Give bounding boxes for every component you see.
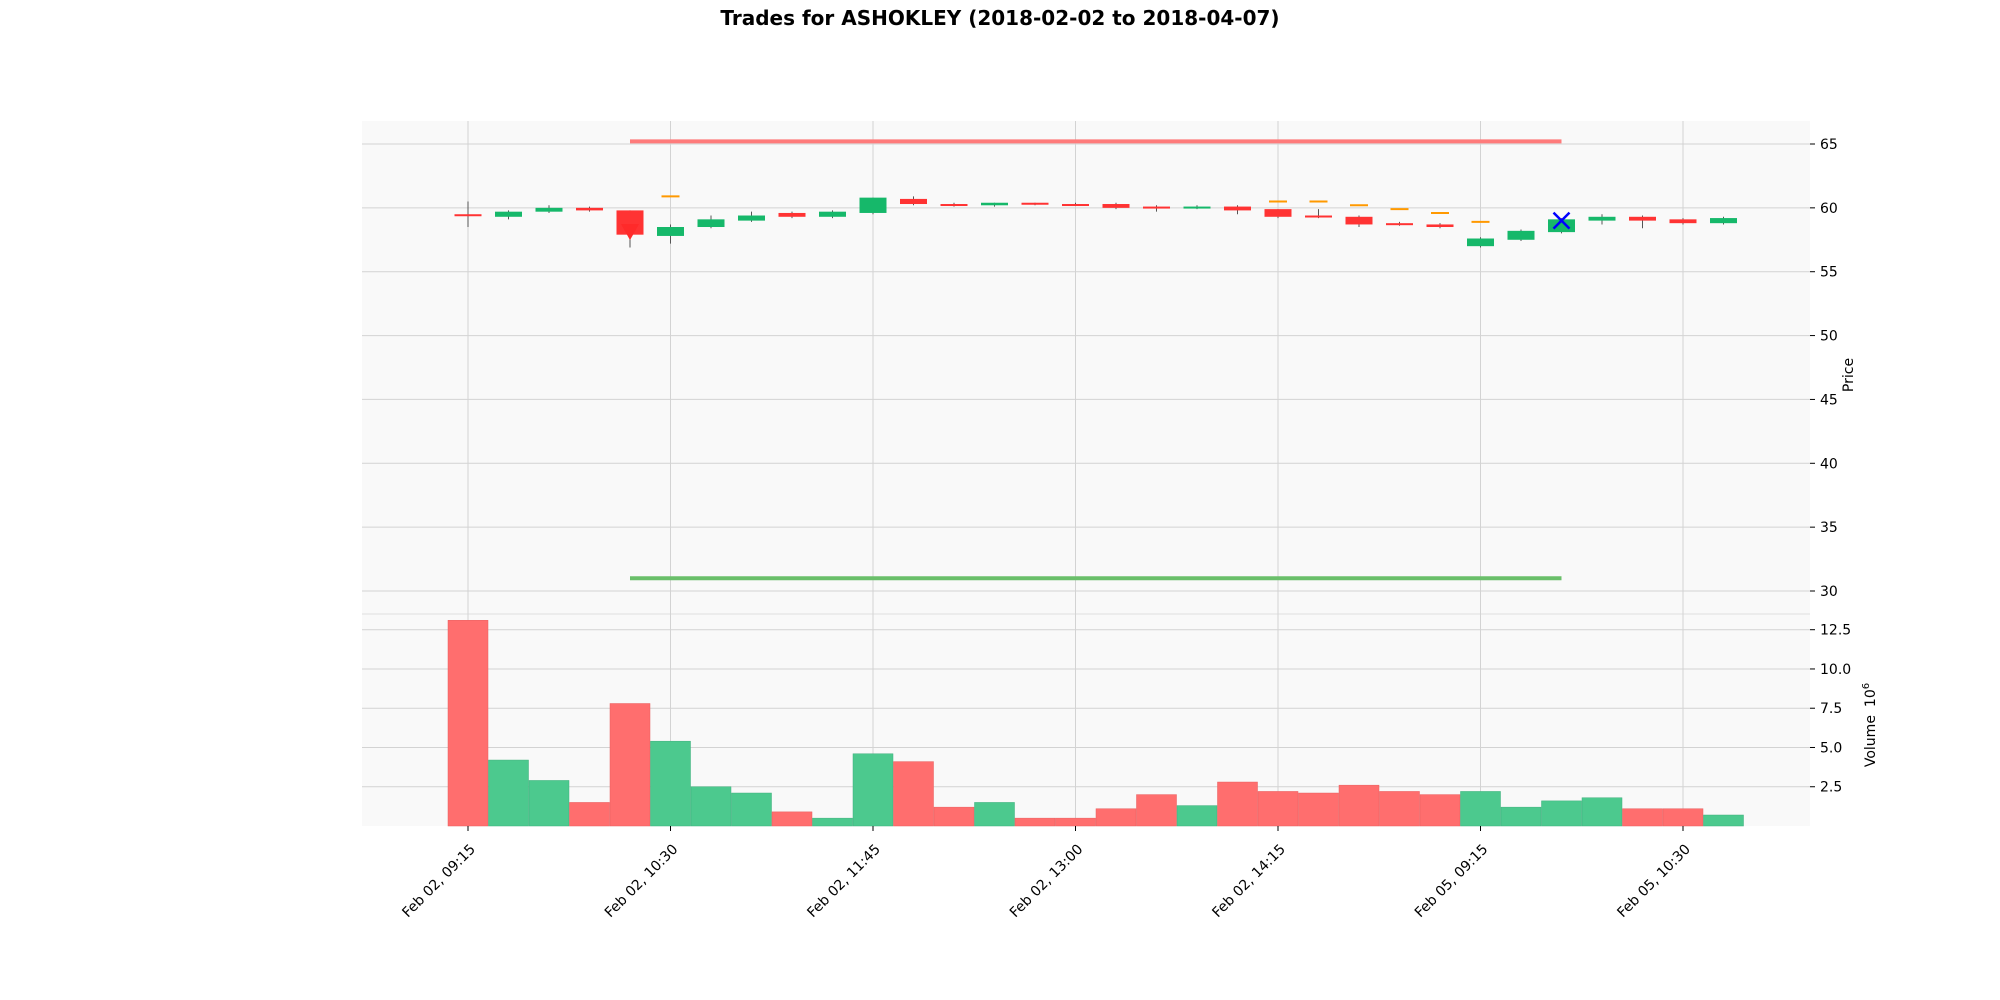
volume-bar <box>731 792 772 827</box>
exit-marker <box>1552 211 1571 230</box>
horizontal-lines <box>630 139 1562 581</box>
candle-body <box>1264 209 1292 217</box>
volume-bar <box>1055 817 1096 827</box>
price-tick-label: 40 <box>1820 456 1838 472</box>
candle-body <box>1224 206 1251 211</box>
volume-bar <box>1419 794 1461 827</box>
volume-tick-label: 2.5 <box>1820 780 1842 796</box>
candle-body <box>1386 223 1413 226</box>
volume-panel-background <box>362 614 1810 826</box>
volume-exponent-base: 10 <box>1863 689 1879 707</box>
volume-bar <box>933 806 975 827</box>
candle-body <box>1629 216 1656 221</box>
candle-body <box>535 207 563 212</box>
candle-body <box>738 215 765 221</box>
volume-tick-label: 7.5 <box>1820 701 1842 717</box>
price-tick-label: 55 <box>1820 265 1838 281</box>
volume-bar <box>1338 784 1380 827</box>
volume-bar <box>1622 808 1663 827</box>
volume-bar <box>488 759 529 827</box>
volume-bar <box>812 817 853 827</box>
volume-bar <box>1379 791 1420 827</box>
x-tick-label: Feb 02, 09:15 <box>399 842 478 921</box>
volume-bar <box>690 786 732 827</box>
x-tick-label: Feb 02, 10:30 <box>602 842 681 921</box>
price-tick-label: 30 <box>1820 584 1838 600</box>
x-tick-label: Feb 05, 10:30 <box>1614 842 1693 921</box>
volume-bar <box>1662 808 1704 827</box>
sell-marker <box>621 224 639 241</box>
volume-bar <box>650 740 691 827</box>
x-tick-label: Feb 02, 14:15 <box>1209 842 1288 921</box>
candle-body <box>576 207 603 211</box>
candle-body <box>819 211 846 217</box>
volume-tick-label: 10.0 <box>1820 662 1851 678</box>
volume-bar <box>1257 791 1299 827</box>
volume-bar <box>1703 814 1744 827</box>
volume-bar <box>1298 792 1339 827</box>
candle-body <box>454 214 482 217</box>
candle-body <box>900 198 927 205</box>
volume-bar <box>1541 800 1582 827</box>
volume-bar <box>447 620 489 827</box>
volume-tick-label: 5.0 <box>1820 740 1842 756</box>
candle-body <box>1102 204 1130 208</box>
volume-exponent-power: 6 <box>1861 683 1872 689</box>
trade-markers <box>621 211 1571 241</box>
volume-tick-label: 12.5 <box>1820 623 1851 639</box>
volume-bar <box>569 802 610 827</box>
volume-bar <box>974 802 1015 827</box>
x-tick-label: Feb 05, 09:15 <box>1412 842 1491 921</box>
volume-bar <box>609 703 651 827</box>
x-tick-label: Feb 02, 11:45 <box>804 842 883 921</box>
candle-body <box>1143 206 1170 209</box>
price-tick-label: 60 <box>1820 201 1838 217</box>
volume-bar <box>852 753 894 827</box>
candle-body <box>1588 216 1616 221</box>
orange-ticks <box>661 195 1490 223</box>
price-axis-label: Price <box>1841 358 1857 392</box>
candle-body <box>657 227 684 236</box>
candle-body <box>1062 204 1089 207</box>
volume-axis-label: Volume 106 <box>1861 683 1879 767</box>
candle-body <box>859 197 887 213</box>
candle-body <box>1305 215 1332 218</box>
chart-title: Trades for ASHOKLEY (2018-02-02 to 2018-… <box>720 6 1280 30</box>
candle-body <box>1183 206 1211 209</box>
price-panel-background <box>362 121 1810 614</box>
volume-bar <box>893 761 934 827</box>
candle-body <box>940 204 968 207</box>
volume-bar <box>1014 817 1056 827</box>
candle-body <box>697 219 725 228</box>
candle-body <box>1021 202 1049 205</box>
volume-bar <box>1217 781 1258 827</box>
candle-body <box>1710 218 1737 224</box>
price-tick-label: 35 <box>1820 520 1838 536</box>
volume-bar <box>1176 805 1218 827</box>
candle-body <box>778 212 806 217</box>
candle-body <box>1345 216 1373 225</box>
volume-bars <box>447 620 1744 827</box>
candle-body <box>495 211 522 217</box>
volume-bar <box>1500 806 1542 827</box>
candle-body <box>1669 219 1697 224</box>
price-tick-label: 65 <box>1820 137 1838 153</box>
price-tick-label: 50 <box>1820 329 1838 345</box>
volume-bar <box>1136 794 1177 827</box>
volume-label-text: Volume <box>1863 715 1879 767</box>
x-tick-label: Feb 02, 13:00 <box>1007 842 1086 921</box>
candle-body <box>1467 238 1494 247</box>
volume-bar <box>1581 797 1623 827</box>
candle-body <box>981 202 1008 206</box>
volume-bar <box>771 811 813 827</box>
volume-bar <box>1460 791 1501 827</box>
volume-bar <box>528 780 570 827</box>
grid-layer <box>362 121 1810 826</box>
candle-body <box>1426 224 1454 228</box>
candle-body <box>1507 230 1535 240</box>
volume-bar <box>1095 808 1137 827</box>
price-tick-label: 45 <box>1820 392 1838 408</box>
